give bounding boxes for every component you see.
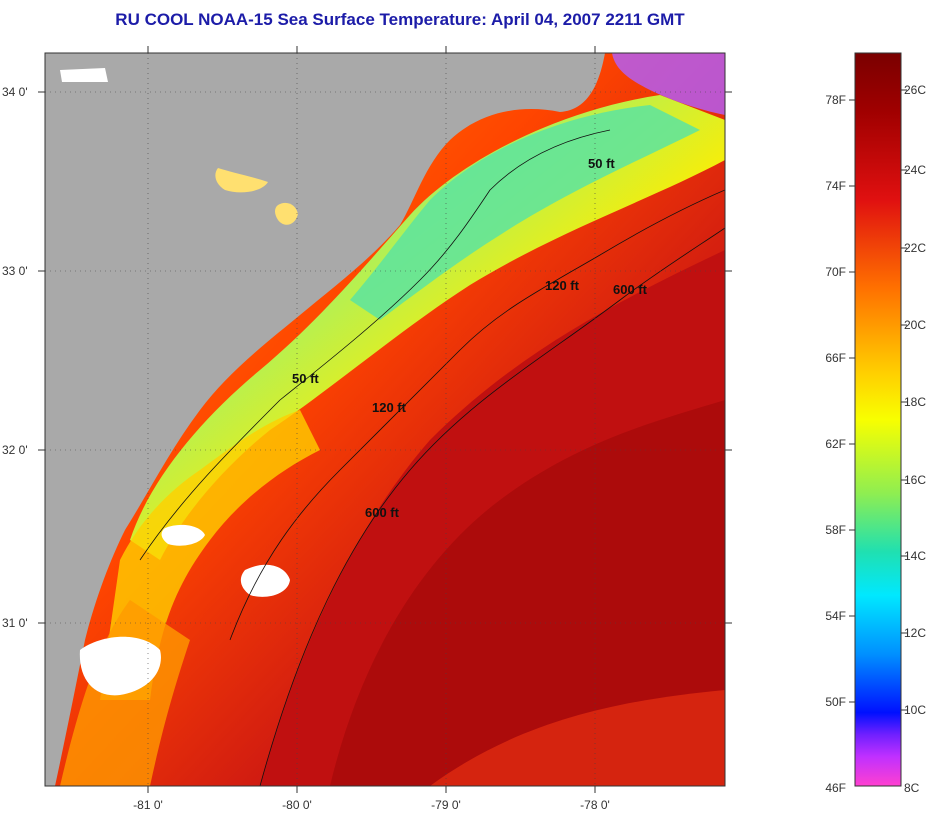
lat-tick-label: 33 0' [2,264,28,278]
isobath-600ft [259,227,725,786]
colorbar-f-label: 58F [825,523,846,537]
colorbar-f-label: 70F [825,265,846,279]
lon-tick-label: -79 0' [431,798,461,812]
colorbar-f-label: 62F [825,437,846,451]
colorbar-f-label: 66F [825,351,846,365]
map-title: RU COOL NOAA-15 Sea Surface Temperature:… [115,10,685,29]
colorbar-c-label: 26C [904,83,926,97]
colorbar-f-label: 50F [825,695,846,709]
shelf-water [130,95,725,560]
isobath-120ft [229,189,725,641]
colorbar-f-label: 74F [825,179,846,193]
colorbar [854,52,902,787]
colorbar-f-label: 46F [825,781,846,795]
colorbar-c-label: 20C [904,318,926,332]
lon-tick-label: -78 0' [580,798,610,812]
isobath-label: 50 ft [588,156,615,171]
colorbar-c-label: 12C [904,626,926,640]
lon-tick-label: -81 0' [133,798,163,812]
colorbar-f-label: 54F [825,609,846,623]
colorbar-c-label: 8C [904,781,920,795]
colorbar-c-label: 16C [904,473,926,487]
lat-tick-label: 31 0' [2,616,28,630]
colorbar-c-label: 14C [904,549,926,563]
lon-tick-label: -80 0' [282,798,312,812]
isobath-label: 50 ft [292,371,319,386]
isobath-label: 600 ft [365,505,400,520]
isobath-label: 600 ft [613,282,648,297]
isobath-label: 120 ft [545,278,580,293]
map-frame [44,52,726,787]
isobath-label: 120 ft [372,400,407,415]
colorbar-c-label: 24C [904,163,926,177]
colorbar-c-label: 22C [904,241,926,255]
lat-tick-label: 32 0' [2,443,28,457]
land-area [45,53,605,786]
lat-tick-label: 34 0' [2,85,28,99]
cloud-patch [79,636,161,696]
colorbar-c-label: 10C [904,703,926,717]
colorbar-c-label: 18C [904,395,926,409]
isobath-50ft [139,129,611,561]
colorbar-f-label: 78F [825,93,846,107]
